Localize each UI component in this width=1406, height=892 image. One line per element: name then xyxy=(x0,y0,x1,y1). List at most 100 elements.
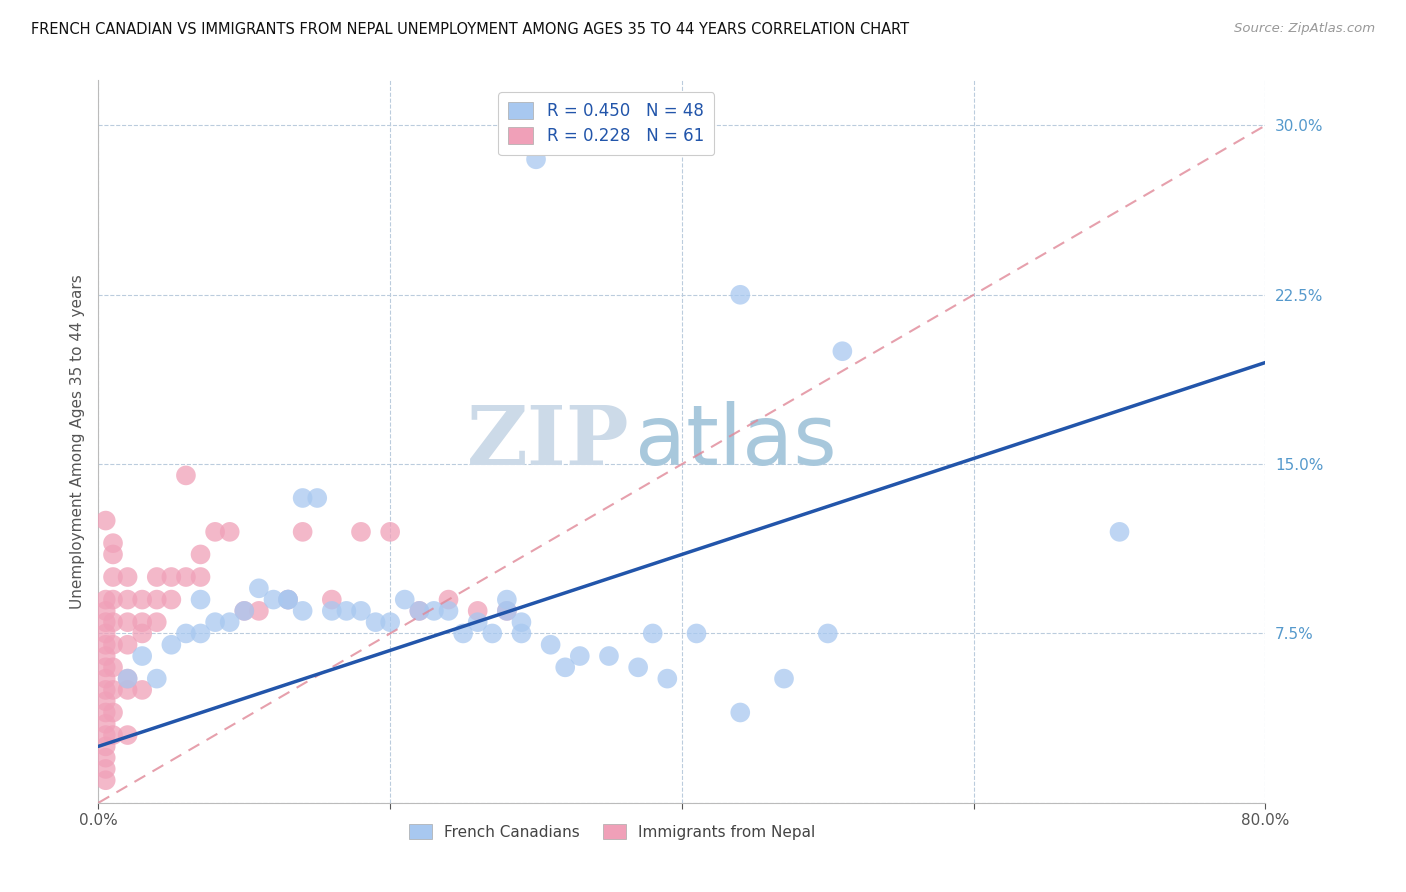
Text: atlas: atlas xyxy=(636,401,837,482)
Point xyxy=(685,626,707,640)
Point xyxy=(510,626,533,640)
Point xyxy=(730,287,752,301)
Point xyxy=(467,615,489,630)
Point xyxy=(174,570,197,584)
Point xyxy=(524,153,547,167)
Point xyxy=(817,626,839,640)
Text: ZIP: ZIP xyxy=(467,401,630,482)
Point xyxy=(262,592,284,607)
Point xyxy=(364,615,387,630)
Legend: French Canadians, Immigrants from Nepal: French Canadians, Immigrants from Nepal xyxy=(402,818,821,846)
Point xyxy=(101,548,124,562)
Point xyxy=(277,592,299,607)
Point xyxy=(94,739,117,754)
Point xyxy=(277,592,299,607)
Point xyxy=(94,682,117,697)
Point xyxy=(94,592,117,607)
Point xyxy=(146,672,169,686)
Point xyxy=(291,604,314,618)
Point xyxy=(598,648,620,663)
Point xyxy=(380,615,402,630)
Point xyxy=(408,604,430,618)
Point xyxy=(94,728,117,742)
Point xyxy=(131,615,153,630)
Point xyxy=(190,548,212,562)
Point xyxy=(146,592,169,607)
Point xyxy=(174,626,197,640)
Point xyxy=(321,604,343,618)
Point xyxy=(437,592,460,607)
Point xyxy=(94,660,117,674)
Point xyxy=(1108,524,1130,539)
Point xyxy=(174,468,197,483)
Point xyxy=(467,604,489,618)
Point xyxy=(190,570,212,584)
Point xyxy=(131,626,153,640)
Point xyxy=(160,570,183,584)
Point xyxy=(94,694,117,708)
Text: Source: ZipAtlas.com: Source: ZipAtlas.com xyxy=(1234,22,1375,36)
Point xyxy=(94,773,117,788)
Point xyxy=(350,604,373,618)
Point xyxy=(101,638,124,652)
Point xyxy=(730,706,752,720)
Point xyxy=(117,682,139,697)
Point xyxy=(117,728,139,742)
Point xyxy=(101,570,124,584)
Point xyxy=(131,648,153,663)
Point xyxy=(101,728,124,742)
Point xyxy=(423,604,446,618)
Point xyxy=(94,716,117,731)
Point xyxy=(380,524,402,539)
Point xyxy=(160,592,183,607)
Point xyxy=(204,615,226,630)
Point xyxy=(101,592,124,607)
Point xyxy=(190,626,212,640)
Point xyxy=(641,626,664,640)
Point xyxy=(831,344,853,359)
Point xyxy=(394,592,416,607)
Point xyxy=(773,672,796,686)
Point xyxy=(94,604,117,618)
Point xyxy=(657,672,679,686)
Point xyxy=(94,706,117,720)
Point xyxy=(190,592,212,607)
Point xyxy=(568,648,591,663)
Point xyxy=(437,604,460,618)
Point xyxy=(131,682,153,697)
Point xyxy=(496,592,519,607)
Y-axis label: Unemployment Among Ages 35 to 44 years: Unemployment Among Ages 35 to 44 years xyxy=(69,274,84,609)
Point xyxy=(408,604,430,618)
Point xyxy=(247,582,270,596)
Point xyxy=(94,750,117,764)
Point xyxy=(307,491,329,505)
Point xyxy=(335,604,357,618)
Point xyxy=(117,672,139,686)
Point xyxy=(101,706,124,720)
Point xyxy=(94,626,117,640)
Point xyxy=(321,592,343,607)
Point xyxy=(218,524,240,539)
Text: FRENCH CANADIAN VS IMMIGRANTS FROM NEPAL UNEMPLOYMENT AMONG AGES 35 TO 44 YEARS : FRENCH CANADIAN VS IMMIGRANTS FROM NEPAL… xyxy=(31,22,910,37)
Point xyxy=(146,570,169,584)
Point xyxy=(291,491,314,505)
Point xyxy=(117,570,139,584)
Point xyxy=(627,660,650,674)
Point xyxy=(554,660,576,674)
Point xyxy=(233,604,256,618)
Point xyxy=(101,660,124,674)
Point xyxy=(204,524,226,539)
Point xyxy=(94,672,117,686)
Point xyxy=(101,536,124,550)
Point xyxy=(160,638,183,652)
Point xyxy=(94,648,117,663)
Point xyxy=(277,592,299,607)
Point xyxy=(350,524,373,539)
Point xyxy=(94,762,117,776)
Point xyxy=(94,615,117,630)
Point xyxy=(117,638,139,652)
Point xyxy=(481,626,503,640)
Point xyxy=(291,524,314,539)
Point xyxy=(101,682,124,697)
Point xyxy=(146,615,169,630)
